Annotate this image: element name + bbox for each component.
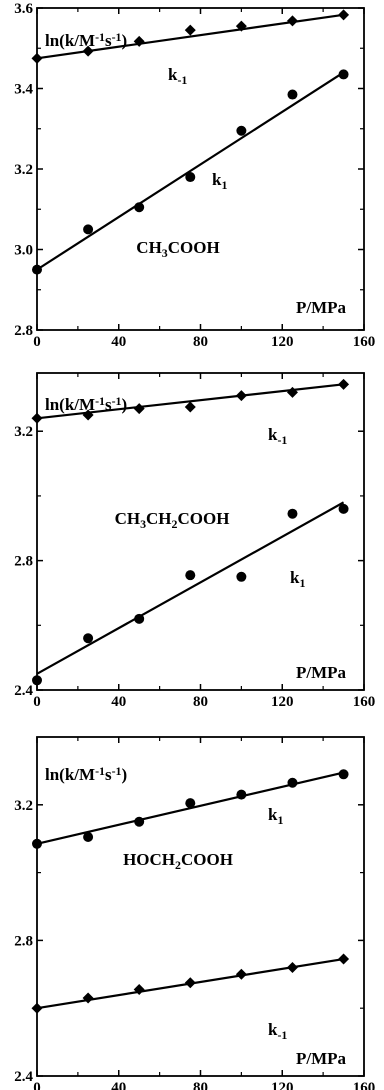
- data-point-diamond: [235, 968, 247, 980]
- x-tick-label: 160: [353, 1080, 376, 1090]
- data-point-diamond: [133, 35, 145, 47]
- x-tick-label: 120: [271, 334, 294, 350]
- compound-label: CH3CH2COOH: [115, 509, 230, 531]
- data-point-circle: [287, 89, 298, 100]
- x-axis-label: P/MPa: [296, 298, 347, 317]
- data-point-diamond: [82, 45, 94, 57]
- x-tick-label: 120: [271, 1080, 294, 1090]
- y-axis-label: ln(k/M-1s-1): [45, 394, 127, 414]
- chart-panel-2: 0 40 80 120 160 2.4 2.8 3.2 ln(k/M-1s-1) P/MPa CH3…: [14, 372, 376, 710]
- y-tick-label: 3.6: [14, 1, 33, 17]
- series-k1: k1: [32, 501, 349, 686]
- chart-panel-1: 0 40 80 120 160 2.8 3.0 3.2 3.4 3.6 ln(k/M-1s-1) P/…: [14, 1, 375, 350]
- data-point-circle: [185, 570, 196, 581]
- data-point-diamond: [31, 412, 43, 424]
- plot-frame: [36, 736, 365, 1077]
- data-point-circle: [236, 789, 247, 800]
- series-k-1: k-1: [31, 953, 350, 1042]
- x-tick-label: 120: [271, 694, 294, 710]
- data-point-circle: [338, 769, 349, 780]
- x-tick-label: 160: [353, 694, 376, 710]
- y-tick-label: 2.8: [14, 933, 33, 949]
- data-point-diamond: [184, 401, 196, 413]
- series-label: k1: [268, 805, 283, 827]
- x-tick-label: 0: [33, 694, 41, 710]
- y-tick-label: 3.2: [14, 162, 33, 178]
- chart-panel-3: 0 40 80 120 160 2.4 2.8 3.2 ln(k/M-1s-1) P/MPa HOC…: [14, 736, 376, 1090]
- y-tick-label: 3.2: [14, 798, 33, 814]
- data-point-diamond: [133, 984, 145, 996]
- y-tick-label: 3.0: [14, 243, 33, 259]
- data-point-circle: [32, 838, 42, 849]
- x-tick-label: 0: [33, 334, 41, 350]
- data-point-circle: [83, 832, 94, 843]
- x-tick-label: 0: [33, 1080, 41, 1090]
- data-point-diamond: [235, 20, 247, 32]
- y-tick-label: 3.4: [14, 82, 33, 98]
- data-point-diamond: [286, 386, 298, 398]
- data-point-diamond: [82, 409, 94, 421]
- x-axis-label: P/MPa: [296, 663, 347, 682]
- data-point-circle: [83, 633, 94, 644]
- y-tick-label: 3.2: [14, 424, 33, 440]
- x-tick-label: 40: [111, 334, 126, 350]
- data-point-circle: [236, 125, 247, 136]
- data-point-circle: [32, 675, 42, 686]
- series-k-1: k-1: [31, 9, 350, 87]
- series-label: k-1: [268, 425, 287, 447]
- data-point-circle: [338, 503, 349, 514]
- data-point-circle: [134, 816, 145, 827]
- data-point-diamond: [184, 977, 196, 989]
- data-point-circle: [134, 202, 145, 213]
- data-point-circle: [287, 508, 298, 519]
- data-point-circle: [287, 777, 298, 788]
- data-point-diamond: [235, 390, 247, 402]
- series-label: k1: [290, 568, 305, 590]
- data-point-circle: [32, 264, 42, 275]
- series-label: k-1: [168, 65, 187, 87]
- data-point-circle: [185, 172, 196, 183]
- data-point-diamond: [82, 992, 94, 1004]
- data-point-diamond: [286, 15, 298, 27]
- y-tick-label: 2.8: [14, 323, 33, 339]
- series-k1: k1: [32, 69, 349, 275]
- data-point-diamond: [338, 378, 350, 390]
- data-point-diamond: [286, 962, 298, 974]
- x-axis-label: P/MPa: [296, 1049, 347, 1068]
- y-axis-label: ln(k/M-1s-1): [45, 30, 127, 50]
- series-label: k-1: [268, 1020, 287, 1042]
- y-tick-label: 2.8: [14, 554, 33, 570]
- x-tick-label: 160: [353, 334, 376, 350]
- y-axis-label: ln(k/M-1s-1): [45, 764, 127, 784]
- compound-label: HOCH2COOH: [123, 850, 233, 872]
- compound-label: CH3COOH: [136, 238, 219, 260]
- data-point-circle: [236, 571, 247, 582]
- fit-line: [36, 501, 345, 675]
- data-point-circle: [185, 798, 196, 809]
- series-label: k1: [212, 170, 227, 192]
- data-point-diamond: [184, 24, 196, 36]
- data-point-circle: [338, 69, 349, 80]
- data-point-diamond: [338, 953, 350, 965]
- data-point-circle: [83, 224, 94, 235]
- series-k1: k1: [32, 769, 349, 849]
- y-tick-label: 2.4: [14, 1069, 33, 1085]
- data-point-diamond: [31, 52, 43, 64]
- x-tick-label: 80: [193, 694, 208, 710]
- plot-frame: [36, 7, 365, 331]
- x-tick-label: 40: [111, 1080, 126, 1090]
- data-point-diamond: [133, 403, 145, 415]
- data-point-diamond: [338, 9, 350, 21]
- y-tick-label: 2.4: [14, 683, 33, 699]
- x-tick-label: 80: [193, 334, 208, 350]
- data-point-circle: [134, 613, 145, 624]
- x-tick-label: 80: [193, 1080, 208, 1090]
- x-tick-label: 40: [111, 694, 126, 710]
- series-k-1: k-1: [31, 378, 350, 447]
- data-point-diamond: [31, 1002, 43, 1014]
- fit-line: [36, 71, 345, 271]
